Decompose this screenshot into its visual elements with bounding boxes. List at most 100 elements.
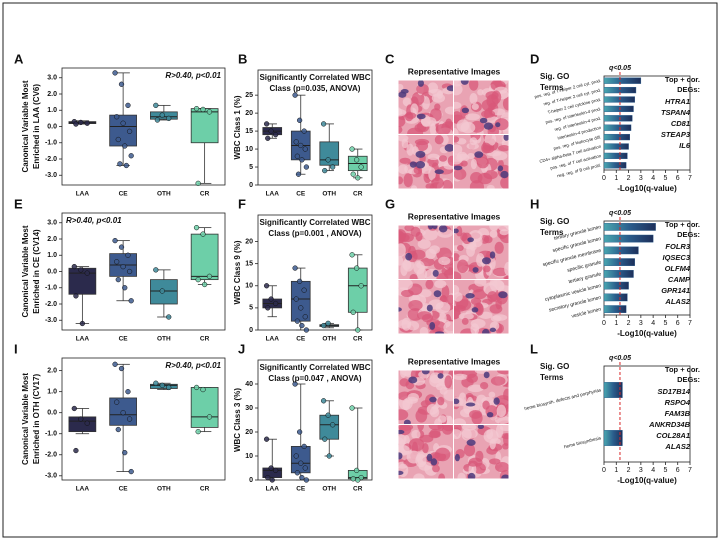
nucleus: [438, 225, 448, 233]
panel-letter: H: [530, 196, 539, 211]
cell: [467, 384, 484, 393]
image-title: Representative Images: [408, 211, 501, 221]
data-point: [166, 314, 172, 320]
nucleus: [483, 371, 490, 379]
bar: [603, 258, 635, 266]
x-tick-label: OTH: [157, 486, 171, 493]
annotation: R>0.40, p<0.01: [66, 216, 122, 225]
bar: [603, 430, 623, 446]
data-point: [301, 128, 307, 134]
x-tick-label: 0: [602, 320, 606, 327]
nucleus: [403, 419, 411, 424]
nucleus: [454, 453, 460, 462]
data-point: [84, 420, 90, 426]
x-tick-label: OTH: [322, 486, 336, 493]
x-tick-label: 3: [639, 320, 643, 327]
cell: [399, 370, 407, 378]
cell: [461, 428, 472, 441]
bar: [603, 293, 628, 302]
x-tick-label: CE: [119, 486, 129, 493]
cell: [398, 231, 406, 244]
cell: [398, 256, 404, 266]
cell: [490, 376, 506, 386]
box: [190, 233, 219, 281]
x-axis-label: -Log10(q-value): [617, 476, 677, 485]
data-point: [299, 157, 305, 163]
cell: [454, 418, 467, 424]
data-point: [326, 453, 332, 459]
nucleus: [429, 321, 436, 330]
data-point: [349, 146, 355, 152]
cell: [398, 409, 409, 421]
cell: [504, 261, 509, 276]
y-tick-label: -3.0: [45, 317, 57, 324]
nucleus: [465, 293, 475, 299]
cell: [419, 326, 429, 334]
x-tick-label: LAA: [266, 336, 280, 343]
cell: [434, 418, 443, 424]
x-tick-label: 2: [627, 175, 631, 182]
bar: [603, 382, 623, 398]
data-point: [114, 259, 120, 265]
chart-title: Class (p=0.035, ANOVA): [270, 84, 361, 93]
nucleus: [430, 458, 438, 466]
y-tick-label: 3.0: [47, 220, 57, 227]
data-point: [272, 467, 279, 474]
data-point: [329, 422, 336, 428]
y-tick-label: -2.0: [45, 301, 57, 308]
x-tick-label: CR: [200, 191, 210, 198]
nucleus: [416, 113, 426, 120]
bar: [603, 234, 654, 243]
nucleus: [415, 161, 426, 169]
x-tick-label: CR: [353, 336, 363, 343]
data-point: [73, 121, 79, 127]
bar: [603, 223, 656, 231]
cell: [414, 138, 430, 146]
cell: [469, 137, 478, 146]
cell: [408, 299, 423, 311]
gene-label: FOLR3: [665, 242, 690, 251]
x-tick-label: CE: [296, 191, 306, 198]
cell: [454, 253, 460, 262]
x-tick-label: 3: [639, 467, 643, 474]
y-axis-label: WBC Class 9 (%): [233, 240, 242, 304]
threshold-label: q<0.05: [609, 355, 631, 362]
box: [109, 114, 137, 147]
data-point: [293, 453, 299, 459]
cell: [499, 229, 509, 236]
data-point: [154, 117, 161, 123]
data-point: [294, 153, 301, 159]
cell: [454, 271, 462, 279]
cell: [403, 173, 413, 188]
y-axis-label: Enriched in CE (CV14): [32, 229, 41, 314]
x-tick-label: 7: [688, 320, 692, 327]
data-point: [73, 447, 79, 454]
nucleus: [437, 373, 444, 379]
bar: [603, 152, 628, 160]
gene-label: ALAS2: [664, 297, 690, 306]
cell: [457, 472, 466, 479]
cell: [446, 294, 453, 305]
cell: [402, 97, 412, 107]
data-point: [265, 135, 271, 141]
panel-heading: Sig. GO: [540, 217, 569, 226]
annotation: R>0.40, p<0.01: [165, 71, 221, 80]
data-point: [125, 389, 131, 395]
data-point: [349, 405, 355, 411]
cell: [494, 415, 509, 424]
image-tile: [398, 370, 453, 424]
data-point: [298, 305, 304, 311]
nucleus: [398, 452, 403, 460]
panel-heading: Terms: [540, 228, 564, 237]
nucleus: [467, 472, 476, 479]
y-tick-label: 10: [245, 453, 253, 460]
data-point: [302, 314, 308, 320]
gene-label: IL6: [679, 141, 691, 150]
nucleus: [481, 257, 491, 265]
cell: [458, 312, 474, 321]
cell: [463, 443, 476, 457]
cell: [454, 128, 459, 134]
genes-heading: Top + cor.: [665, 365, 700, 374]
cell: [427, 153, 440, 161]
